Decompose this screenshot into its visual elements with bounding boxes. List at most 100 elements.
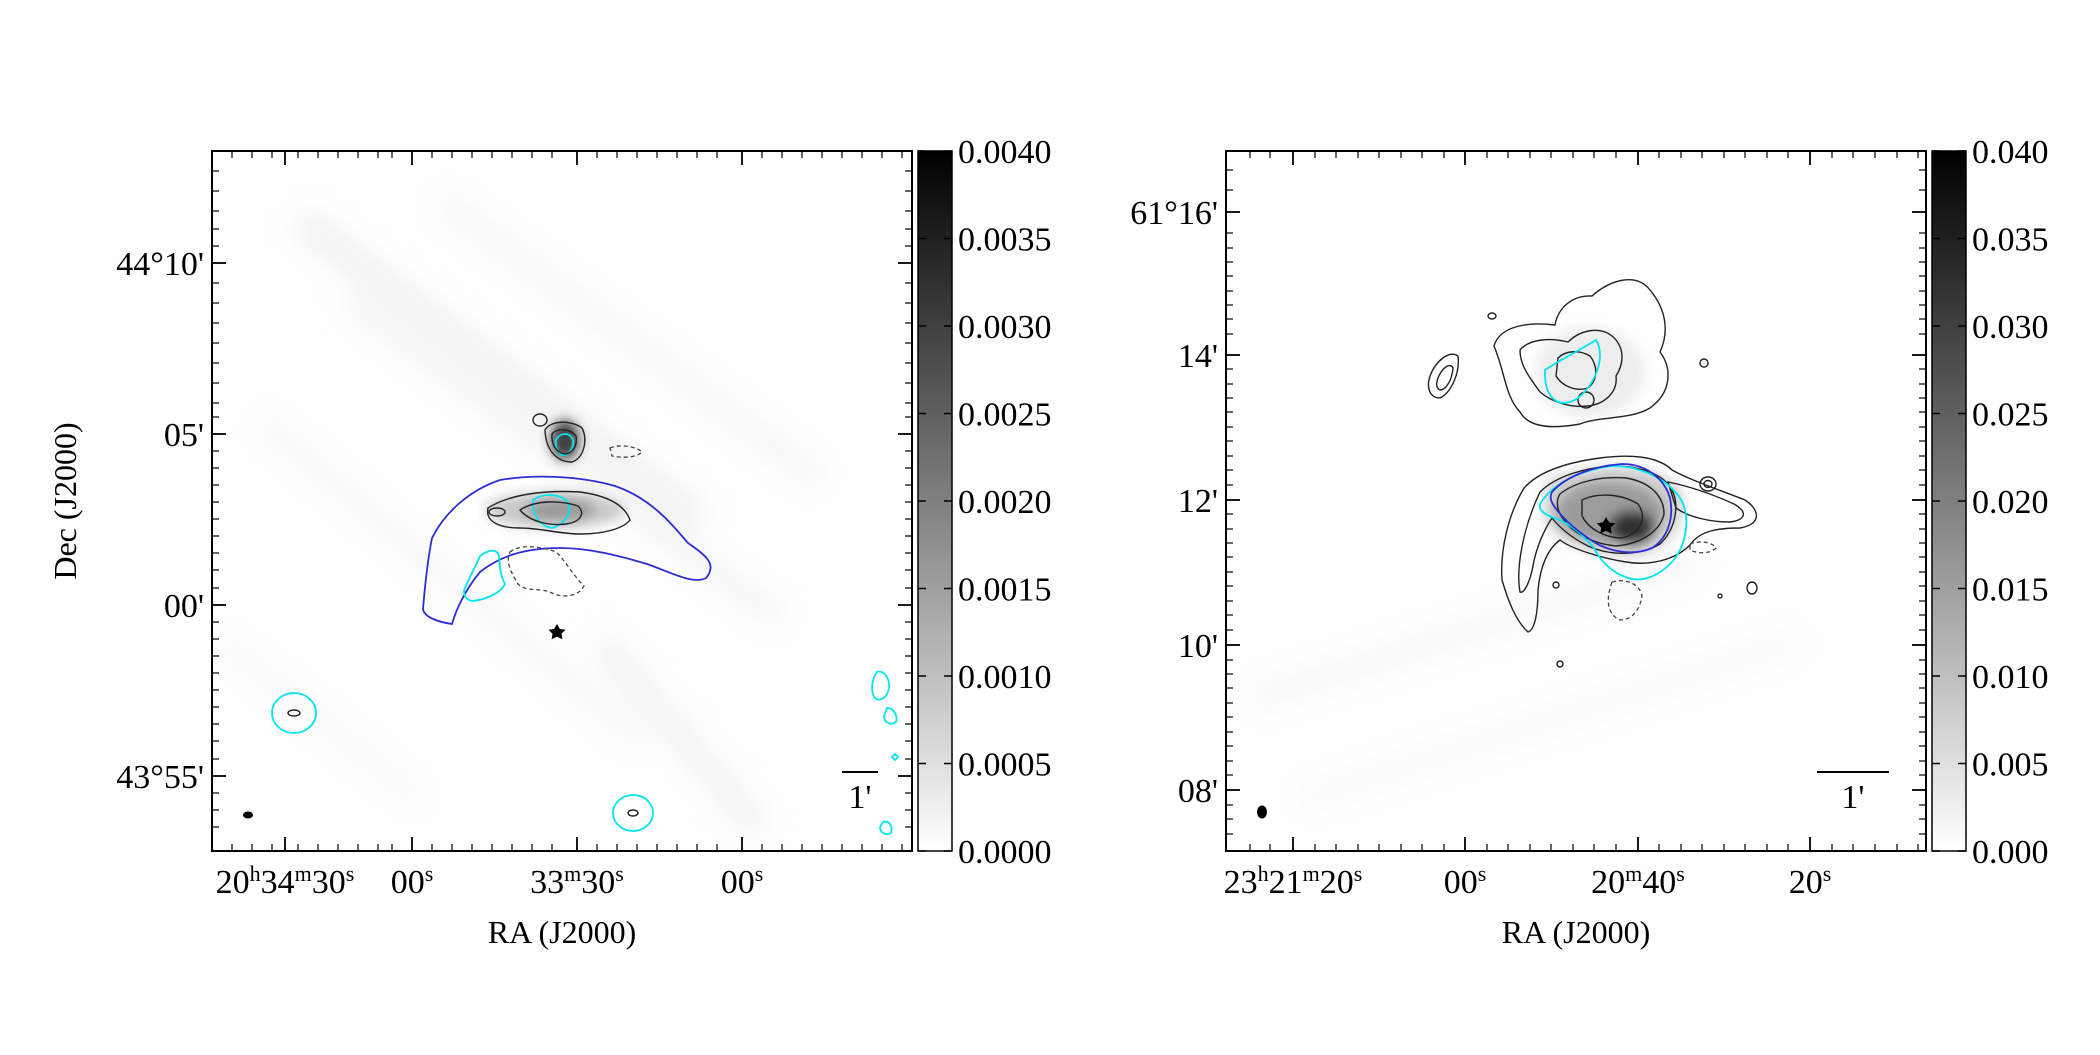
right-black-contour <box>1556 476 1665 547</box>
right-plot-frame <box>1225 150 1927 852</box>
right-black-contour <box>1717 593 1723 599</box>
right-x-axis-title: RA (J2000) <box>1502 914 1650 950</box>
right-black-contour <box>1699 358 1709 368</box>
right-black-contour <box>1493 279 1669 428</box>
left-black-contour <box>287 709 301 717</box>
x-tick-label: 33m30s <box>530 861 624 902</box>
right-black-contour <box>1487 312 1497 320</box>
left-cyan-contour <box>532 494 571 529</box>
colorbar-tick-label: 0.020 <box>1972 484 2049 521</box>
left-cyan-contour <box>871 670 890 701</box>
right-black-contour <box>1703 479 1713 489</box>
left-cyan-contour <box>890 752 900 762</box>
colorbar-tick-label: 0.040 <box>1972 134 2049 171</box>
y-tick-label: 43°55' <box>116 759 204 796</box>
x-tick-label: 20h34m30s <box>216 861 355 902</box>
colorbar-tick-label: 0.005 <box>1972 747 2049 784</box>
left-black-contour <box>627 809 639 817</box>
right-beam-ellipse <box>1257 805 1267 819</box>
y-tick-label: 61°16' <box>1130 195 1218 232</box>
right-scale-bar-label: 1' <box>1841 779 1864 816</box>
colorbar-tick-label: 0.0020 <box>958 484 1052 521</box>
right-black-contour <box>1427 353 1459 399</box>
y-tick-label: 10' <box>1178 628 1218 665</box>
left-black-contour <box>518 501 583 526</box>
right-contours <box>1427 279 1758 668</box>
left-x-tick-labels: 20h34m30s 00s 33m30s 00s <box>216 861 764 902</box>
colorbar-tick-label: 0.000 <box>1972 834 2049 871</box>
colorbar-tick-label: 0.0040 <box>958 134 1052 171</box>
left-cyan-contour <box>271 692 317 734</box>
right-colorbar-ticks: 0.040 0.035 0.030 0.025 0.020 0.015 0.010 0.005… <box>1932 134 2049 871</box>
colorbar-tick-label: 0.0025 <box>958 397 1052 434</box>
left-cyan-contour <box>612 794 654 832</box>
left-black-contour <box>532 413 548 427</box>
x-tick-label: 23h21m20s <box>1224 861 1363 902</box>
left-scale-bar-label: 1' <box>848 779 871 816</box>
right-black-contour <box>1552 581 1560 589</box>
right-x-tick-labels: 23h21m20s 00s 20m40s 20s <box>1224 861 1832 902</box>
right-panel: 1' 0.0400.0350.0300.0250.0200.0150.0100.… <box>1130 134 2048 950</box>
left-dashed-contour <box>507 546 585 597</box>
x-tick-label: 20s <box>1789 861 1832 902</box>
left-beam-ellipse <box>243 811 253 819</box>
left-y-tick-labels: 44°10' 05' 00' 43°55' <box>116 246 204 796</box>
left-black-contour <box>544 421 586 463</box>
x-tick-label: 00s <box>721 861 764 902</box>
colorbar-tick-label: 0.0000 <box>958 834 1052 871</box>
right-blue-contour <box>1549 463 1673 554</box>
colorbar-tick-label: 0.025 <box>1972 397 2049 434</box>
left-plot-frame <box>211 150 913 852</box>
right-black-contour <box>1581 494 1643 539</box>
right-source-star <box>1596 517 1616 534</box>
right-emission-image <box>1245 327 1804 813</box>
right-black-contour <box>1556 660 1564 668</box>
x-tick-label: 20m40s <box>1591 861 1685 902</box>
left-colorbar-ticks: 0.0040 0.0035 0.0030 0.0025 0.0020 0.0015 0.00… <box>918 134 1052 871</box>
right-black-contour <box>1746 581 1758 595</box>
y-tick-label: 14' <box>1178 338 1218 375</box>
left-black-contour <box>488 507 506 517</box>
colorbar-tick-label: 0.0005 <box>958 747 1052 784</box>
left-black-contour <box>486 490 631 535</box>
y-tick-label: 44°10' <box>116 246 204 283</box>
right-black-contour <box>1500 455 1758 633</box>
colorbar-tick-label: 0.0010 <box>958 659 1052 696</box>
left-cyan-contour <box>879 820 893 835</box>
right-black-contour <box>1577 391 1595 409</box>
left-dashed-contour <box>609 445 643 458</box>
right-black-contour <box>1435 364 1454 391</box>
colorbar-tick-label: 0.035 <box>1972 222 2049 259</box>
right-dashed-contour <box>1689 541 1717 554</box>
left-panel: 1' 0.00400.00350.00300.00250.00200.00150… <box>47 134 1052 950</box>
right-black-contour <box>1519 329 1623 408</box>
right-black-contour <box>1699 476 1717 492</box>
colorbar-tick-label: 0.0035 <box>958 222 1052 259</box>
colorbar-tick-label: 0.0015 <box>958 572 1052 609</box>
left-black-contour <box>551 429 578 455</box>
right-y-tick-labels: 61°16' 14' 12' 10' 08' <box>1130 195 1218 810</box>
y-tick-label: 05' <box>164 417 204 454</box>
left-y-axis-title: Dec (J2000) <box>47 422 83 579</box>
y-tick-label: 00' <box>164 588 204 625</box>
left-cyan-contour <box>463 549 507 602</box>
left-x-axis-title: RA (J2000) <box>488 914 636 950</box>
left-tick-marks <box>212 151 912 851</box>
left-cyan-contour <box>883 707 898 725</box>
left-blue-contour <box>422 475 712 626</box>
x-tick-label: 00s <box>391 861 434 902</box>
x-tick-label: 00s <box>1444 861 1487 902</box>
right-cyan-contour <box>1538 465 1688 581</box>
y-tick-label: 08' <box>1178 773 1218 810</box>
right-tick-marks <box>1226 151 1926 851</box>
colorbar-tick-label: 0.010 <box>1972 659 2049 696</box>
colorbar-tick-label: 0.015 <box>1972 572 2049 609</box>
right-black-contour <box>1666 481 1744 523</box>
colorbar-tick-label: 0.0030 <box>958 309 1052 346</box>
colorbar-tick-label: 0.030 <box>1972 309 2049 346</box>
right-dashed-contour <box>1607 580 1643 621</box>
right-cyan-contour <box>1544 338 1601 404</box>
left-source-star <box>548 624 566 640</box>
